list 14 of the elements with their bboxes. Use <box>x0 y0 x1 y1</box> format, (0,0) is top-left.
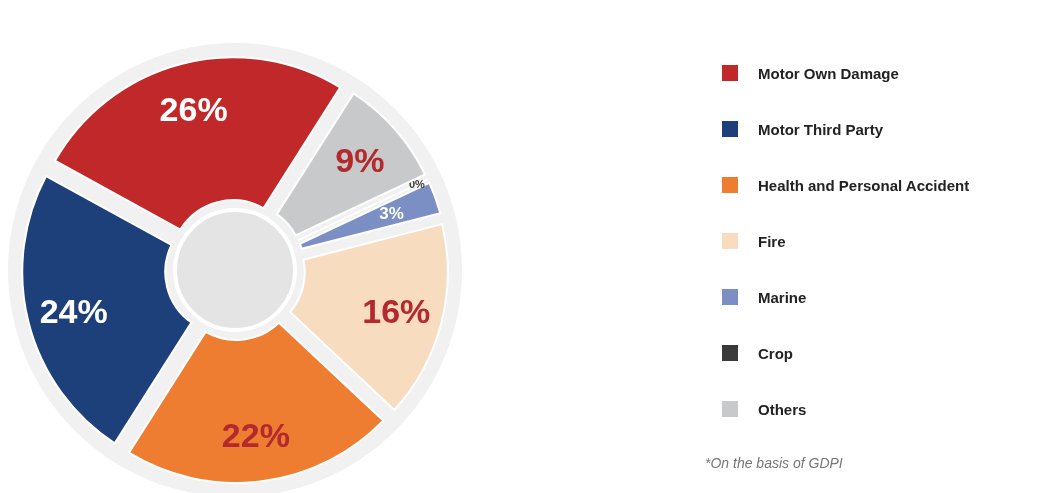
legend-label: Motor Third Party <box>758 120 884 138</box>
data-label: 26% <box>159 89 228 128</box>
legend-label: Motor Own Damage <box>758 64 899 82</box>
data-label: 22% <box>221 416 290 455</box>
data-label: 16% <box>362 292 431 331</box>
data-label: 3% <box>379 204 404 224</box>
legend-label: Marine <box>758 288 807 306</box>
data-label: 24% <box>39 292 108 331</box>
data-label: 9% <box>335 140 385 179</box>
legend-label: Fire <box>758 232 786 250</box>
legend-label: Crop <box>758 344 793 362</box>
legend-label: Health and Personal Accident <box>758 176 970 194</box>
legend-label: Others <box>758 400 807 418</box>
text: *On the basis of GDPI <box>705 455 843 471</box>
